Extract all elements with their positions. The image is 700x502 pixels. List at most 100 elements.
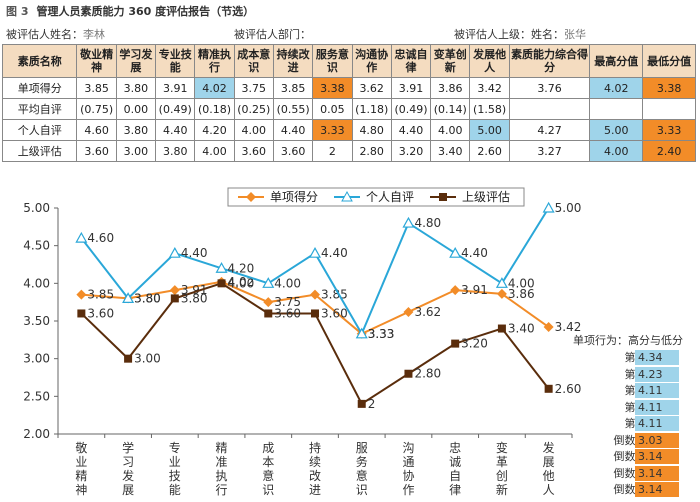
- y-tick-label: 3.00: [23, 352, 50, 366]
- data-label: 3.20: [461, 337, 488, 351]
- data-point: [170, 294, 179, 303]
- table-header-row: 素质名称 敬业精神 学习发展 专业技能 精准执行 成本意识 持续改进 服务意识 沟通协作 忠诚自律…: [1, 44, 696, 78]
- table-cell: 3.42: [469, 77, 510, 99]
- table-header-cell: 沟通协作: [351, 44, 392, 78]
- data-point: [308, 246, 322, 258]
- data-point: [544, 384, 553, 393]
- legend-marker: [439, 193, 447, 201]
- table-cell: 5.00: [469, 119, 510, 141]
- data-point: [169, 285, 180, 296]
- table-cell: 3.62: [351, 77, 392, 99]
- legend-label: 上级评估: [462, 190, 510, 204]
- data-label: 4.60: [87, 231, 114, 245]
- data-point: [355, 327, 368, 339]
- table-cell: 4.00: [233, 119, 274, 141]
- superior-label: 被评估人上级：姓名：: [454, 28, 564, 41]
- data-point: [263, 297, 274, 308]
- legend-box: [227, 187, 525, 207]
- evaluatee-info: 被评估人姓名：李林: [6, 26, 105, 42]
- data-label: 3.40: [508, 322, 535, 336]
- data-point: [215, 262, 228, 273]
- table-header-cell: 成本意识: [233, 44, 274, 78]
- score-line-chart: 2.00 2.50 3.00 3.50 4.00 4.50 5.00 敬业精神 学习发展 专业技能…: [23, 187, 582, 497]
- data-point: [76, 289, 87, 300]
- table-cell: (0.14): [430, 98, 471, 120]
- x-tick-label: 敬业精神: [75, 441, 87, 497]
- table-cell: 4.40: [155, 119, 196, 141]
- table-cell: 3.33: [312, 119, 353, 141]
- table-cell: 3.91: [390, 77, 432, 99]
- data-label: 3.33: [368, 327, 395, 341]
- data-label: 3.42: [555, 320, 582, 334]
- table-row-label: 上级评估: [1, 140, 78, 162]
- data-label: 4.02: [228, 275, 255, 289]
- table-cell: 3.60: [76, 140, 117, 162]
- table-cell: 3.60: [272, 140, 314, 162]
- table-row-label: 平均自评: [1, 98, 78, 120]
- data-label: 3.80: [134, 291, 161, 305]
- table-cell: 3.91: [155, 77, 196, 99]
- table-cell: (0.75): [76, 98, 117, 120]
- table-cell: 2.80: [351, 140, 392, 162]
- x-tick-label: 服务意识: [356, 441, 368, 497]
- data-point: [495, 277, 508, 288]
- ranking-row: 第 14.34: [573, 350, 698, 365]
- table-cell: 3.27: [508, 140, 591, 162]
- data-label: 4.20: [228, 261, 255, 275]
- data-point: [262, 277, 275, 288]
- data-point: [122, 292, 135, 304]
- ranking-row: 第 54.11: [573, 416, 698, 431]
- data-point: [402, 216, 415, 228]
- superior-name: 张华: [564, 28, 586, 41]
- data-point: [168, 246, 181, 258]
- ranking-value: 4.11: [635, 416, 679, 431]
- data-label: 2.60: [555, 382, 582, 396]
- ranking-row: 倒数 3 3.14: [573, 465, 698, 481]
- x-tick-label: 忠诚自律: [449, 441, 461, 497]
- data-label: 3.85: [87, 288, 114, 302]
- data-label: 3.00: [134, 352, 161, 366]
- table-header-cell: 服务意识: [312, 44, 353, 78]
- table-cell: 3.80: [115, 77, 157, 99]
- table-row: 平均自评 (0.75) 0.00 (0.49) (0.18) (0.25) (0.55) 0.…: [1, 98, 696, 120]
- data-label: 5.00: [555, 201, 582, 215]
- table-cell: (0.49): [390, 98, 432, 120]
- data-point: [311, 309, 319, 318]
- ranking-value: 3.14: [635, 482, 679, 497]
- table-header-cell: 最低分值: [642, 44, 696, 78]
- superior-info: 被评估人上级：姓名：张华: [454, 26, 586, 42]
- table-cell: 4.40: [390, 119, 432, 141]
- legend-marker: [246, 192, 256, 202]
- table-cell: 5.00: [589, 119, 644, 141]
- x-tick-label: 发展他人: [543, 440, 555, 497]
- data-label: 3.60: [87, 306, 114, 320]
- data-point: [404, 369, 413, 378]
- x-tick-label: 变革创新: [496, 440, 508, 497]
- ranking-row: 第 24.23: [573, 366, 698, 382]
- data-label: 4.40: [181, 246, 208, 260]
- data-label: 3.80: [181, 291, 208, 305]
- y-tick-label: 2.00: [23, 427, 50, 441]
- table-header-cell: 持续改进: [272, 44, 314, 78]
- table-cell: 2.60: [469, 140, 510, 162]
- data-label: 3.60: [274, 306, 301, 320]
- table-cell: 3.75: [233, 77, 274, 99]
- figure-title: 图 3 管理人员素质能力 360 度评估报告（节选）: [6, 3, 254, 19]
- table-header-cell: 最高分值: [589, 44, 644, 78]
- legend-marker: [341, 190, 353, 202]
- legend-label: 单项得分: [270, 189, 318, 204]
- data-point: [449, 246, 462, 258]
- y-tick-label: 5.00: [23, 201, 50, 215]
- table-header-cell: 素质名称: [1, 44, 78, 78]
- ranking-title: 单项行为：高分与低分: [573, 334, 683, 347]
- data-label: 4.80: [414, 216, 441, 230]
- data-label: 4.00: [228, 276, 255, 290]
- table-cell: 3.85: [76, 77, 117, 99]
- table-cell: (0.49): [155, 98, 196, 120]
- table-cell: (0.25): [233, 98, 274, 120]
- data-label: 4.00: [508, 276, 535, 290]
- table-cell: 3.60: [233, 140, 274, 162]
- data-point: [403, 306, 414, 317]
- data-label: 4.40: [321, 246, 348, 260]
- table-header-cell: 学习发展: [115, 44, 157, 78]
